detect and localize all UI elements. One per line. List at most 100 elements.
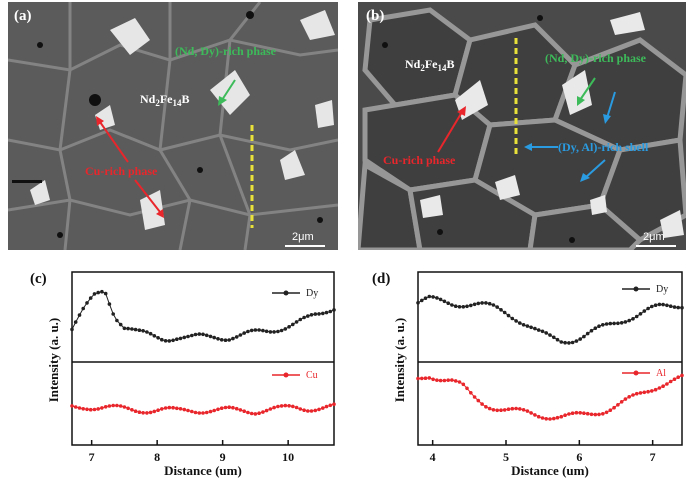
chart-d-series-al-point	[574, 410, 579, 415]
chart-d-legend-dy-label: Dy	[656, 284, 668, 295]
chart-c-series-dy-point	[328, 309, 333, 314]
chart-d-series-dy-point	[642, 309, 647, 313]
chart-d-series-al-point	[657, 386, 662, 390]
label-nd-dy-rich-b: (Nd, Dy)-rich phase	[545, 51, 647, 65]
chart-d-series-al-point	[518, 407, 522, 411]
chart-d-series-dy-point	[597, 324, 601, 329]
chart-d-series-dy-point	[457, 305, 462, 309]
chart-d-series-dy-point	[650, 304, 654, 309]
chart-d-series-dy-point	[555, 337, 560, 342]
chart-d-series-dy-point	[484, 301, 488, 305]
chart-c-series-cu-point	[294, 405, 299, 410]
chart-c-series-cu-point	[223, 405, 228, 410]
chart-d-series-dy-point	[548, 333, 552, 337]
chart-d-series-dy-point	[525, 324, 530, 328]
chart-c-series-dy-point	[193, 332, 198, 337]
chart-d-series-al-point	[555, 415, 560, 420]
chart-d-series-dy-point	[589, 328, 594, 333]
chart-d-series-dy-point	[431, 295, 435, 299]
chart-c-series-cu-point	[130, 408, 134, 412]
scale-label-a: 2μm	[292, 231, 314, 243]
chart-c-series-dy-point	[88, 296, 93, 300]
chart-c-series-dy-point	[163, 339, 168, 343]
chart-c-series-dy-point	[201, 332, 205, 337]
chart-c-series-dy-point	[115, 318, 119, 323]
chart-c-series-dy-point	[242, 331, 246, 335]
chart-c-series-dy-point	[197, 332, 202, 336]
chart-d-series-al-point	[423, 376, 428, 381]
chart-d-series-dy-point	[623, 320, 628, 324]
chart-c-series-dy-point	[126, 326, 130, 331]
chart-d-legend-al-label: Al	[656, 368, 666, 379]
chart-d-series-dy-point	[657, 302, 662, 307]
arrow-cu-a-2	[134, 179, 161, 213]
chart-d-series-al-point	[578, 411, 582, 415]
arrow-nd-dy-a	[221, 79, 236, 101]
panel-c-letter: (c)	[30, 271, 47, 287]
chart-d-series-dy-point	[653, 303, 658, 308]
chart-c-series-dy-point	[190, 333, 194, 338]
chart-d-series-al-point	[612, 405, 616, 410]
chart-c-series-dy-point	[238, 333, 243, 337]
chart-c-series-cu-point	[156, 408, 160, 413]
chart-d-series-al-point	[525, 409, 530, 413]
chart-d-legend-dy: Dy	[622, 284, 668, 295]
chart-c-series-dy-point	[118, 322, 123, 327]
chart-d-legend-al: Al	[622, 368, 666, 379]
chart-d-series-dy-point	[601, 323, 605, 327]
chart-d-series-al-point	[638, 391, 643, 395]
chart-c-series-dy-point	[294, 320, 299, 324]
chart-d-series-al-point	[495, 408, 500, 413]
chart-c-series-dy-point	[287, 325, 291, 329]
chart-d-series-al-point	[585, 411, 590, 416]
chart-c-series-cu-point	[163, 406, 168, 410]
chart-d-series-al-point	[420, 376, 424, 381]
chart-d-series-al-point	[427, 376, 432, 380]
chart-d-series-al-point	[536, 414, 541, 419]
chart-d-series-al-point	[533, 413, 537, 417]
chart-d-series-al-point	[582, 411, 586, 416]
chart-c-series-dy-point	[219, 338, 224, 342]
chart-d-series-dy-point	[533, 326, 537, 331]
chart-c-series-dy-point	[309, 313, 314, 317]
chart-d-series-dy-point	[435, 296, 439, 300]
chart-c-series-cu-point	[238, 408, 243, 412]
chart-d-series-dy-point	[638, 312, 643, 316]
chart-c-series-cu-point	[253, 412, 258, 416]
chart-d-series-al-point	[502, 408, 507, 412]
chart-c-series-cu-point	[107, 404, 112, 408]
chart-d-xtick-label: 6	[576, 450, 582, 464]
chart-c-series-cu-point	[227, 405, 231, 410]
chart-d-series-al-point	[563, 413, 567, 418]
chart-c-series-cu-point	[231, 405, 235, 410]
chart-d-series-al-point	[653, 387, 658, 392]
chart-c-series-cu-point	[321, 406, 325, 410]
chart-d-series-al-point	[680, 373, 684, 378]
chart-d-series-al-point	[608, 408, 613, 413]
scale-label-b: 2μm	[643, 231, 665, 243]
chart-c-series-dy-point	[70, 327, 74, 332]
chart-d-series-dy-point	[582, 334, 586, 339]
chart-c-series-dy-point	[156, 336, 160, 340]
chart-c-series-cu-point	[208, 409, 213, 414]
chart-d-series-dy-point	[461, 305, 466, 309]
chart-c-series-cu-point	[175, 406, 179, 411]
chart-d-series-al-point	[446, 378, 451, 383]
chart-c-xtick-label: 7	[89, 450, 95, 464]
arrow-shell-b-3	[584, 159, 606, 179]
chart-d-series-al-point	[510, 406, 515, 411]
chart-c-series-cu-point	[186, 408, 190, 413]
chart-d-series-dy-point	[514, 319, 518, 323]
chart-c-series-dy-point	[324, 310, 329, 315]
label-nd-dy-rich-a: (Nd, Dy)-rich phase	[175, 44, 277, 58]
chart-d-series-al-point	[487, 406, 492, 411]
chart-c-series-dy-point	[313, 312, 318, 316]
chart-d-series-dy-point	[502, 310, 507, 315]
chart-c-series-dy-point	[234, 335, 239, 339]
chart-d-series-dy-point	[619, 321, 624, 325]
chart-d-series-al-point	[668, 379, 673, 384]
chart-c-series-dy-point	[279, 328, 284, 333]
chart-d-series-al-point	[431, 377, 435, 382]
chart-c-series-dy-point	[298, 317, 303, 322]
chart-d-series-dy-point	[552, 335, 556, 340]
